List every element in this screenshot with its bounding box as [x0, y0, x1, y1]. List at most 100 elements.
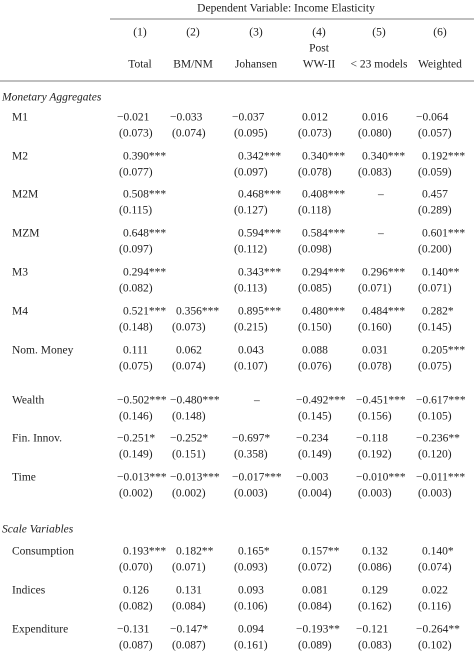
std-error: (0.105) — [418, 411, 452, 423]
std-error: (0.087) — [172, 640, 206, 652]
row-label: M4 — [12, 306, 28, 318]
estimate: −0.064 — [416, 112, 449, 124]
row-label: Fin. Innov. — [12, 433, 62, 445]
std-error: (0.074) — [172, 361, 206, 373]
estimate: −0.236** — [416, 433, 460, 445]
estimate: −0.480*** — [170, 395, 220, 407]
std-error: (0.107) — [234, 361, 268, 373]
estimate: 0.408*** — [302, 189, 345, 201]
std-error: (0.148) — [172, 411, 206, 423]
estimate: −0.697* — [232, 433, 270, 445]
column-name: WW-II — [303, 59, 336, 71]
column-name: Weighted — [418, 59, 462, 71]
column-number: (1) — [133, 27, 147, 39]
estimate: 0.895*** — [238, 306, 281, 318]
estimate: 0.294*** — [302, 267, 345, 279]
std-error: (0.113) — [234, 283, 267, 295]
estimate: 0.192*** — [422, 151, 465, 163]
estimate: 0.193*** — [123, 546, 166, 558]
estimate: 0.182** — [176, 546, 214, 558]
std-error: (0.148) — [119, 322, 153, 334]
estimate: −0.451*** — [356, 395, 406, 407]
estimate: 0.594*** — [238, 228, 281, 240]
estimate: 0.129 — [362, 585, 388, 597]
std-error: (0.085) — [298, 283, 332, 295]
column-number: (2) — [186, 27, 200, 39]
estimate: 0.484*** — [362, 306, 405, 318]
estimate: −0.252* — [170, 433, 208, 445]
std-error: (0.120) — [418, 449, 452, 461]
estimate: −0.131 — [117, 624, 150, 636]
std-error: (0.149) — [298, 449, 332, 461]
estimate: 0.356*** — [176, 306, 219, 318]
section-title: Scale Variables — [2, 524, 74, 536]
estimate: 0.022 — [422, 585, 448, 597]
std-error: (0.002) — [119, 488, 153, 500]
estimate: 0.140** — [422, 267, 460, 279]
estimate: 0.294*** — [123, 267, 166, 279]
table-title: Dependent Variable: Income Elasticity — [197, 3, 375, 15]
std-error: (0.146) — [119, 411, 153, 423]
estimate: 0.126 — [123, 585, 149, 597]
std-error: (0.150) — [298, 322, 332, 334]
std-error: (0.082) — [119, 601, 153, 613]
std-error: (0.200) — [418, 244, 452, 256]
estimate: −0.013*** — [170, 472, 220, 484]
std-error: (0.003) — [358, 488, 392, 500]
column-name: < 23 models — [351, 59, 408, 71]
std-error: (0.004) — [298, 488, 332, 500]
std-error: (0.077) — [119, 167, 153, 179]
row-label: Indices — [12, 585, 46, 597]
estimate: 0.111 — [123, 345, 148, 357]
std-error: (0.003) — [418, 488, 452, 500]
std-error: (0.160) — [358, 322, 392, 334]
std-error: (0.118) — [298, 205, 331, 217]
estimate: 0.521*** — [123, 306, 166, 318]
column-name: Post — [309, 43, 330, 55]
estimate: 0.508*** — [123, 189, 166, 201]
estimate: 0.340*** — [302, 151, 345, 163]
std-error: (0.156) — [358, 411, 392, 423]
std-error: (0.003) — [234, 488, 268, 500]
estimate: −0.251* — [117, 433, 155, 445]
std-error: (0.095) — [234, 128, 268, 140]
estimate: −0.617*** — [416, 395, 466, 407]
estimate: 0.343*** — [238, 267, 281, 279]
estimate: 0.031 — [362, 345, 388, 357]
row-label: M1 — [12, 112, 28, 124]
std-error: (0.073) — [119, 128, 153, 140]
estimate: 0.282* — [422, 306, 454, 318]
estimate: – — [377, 189, 384, 201]
std-error: (0.112) — [234, 244, 267, 256]
std-error: (0.070) — [119, 562, 153, 574]
estimate: −0.037 — [232, 112, 265, 124]
column-name: BM/NM — [173, 59, 213, 71]
estimate: 0.165* — [238, 546, 270, 558]
estimate: 0.584*** — [302, 228, 345, 240]
std-error: (0.161) — [234, 640, 268, 652]
estimate: 0.648*** — [123, 228, 166, 240]
estimate: −0.011*** — [416, 472, 465, 484]
std-error: (0.151) — [172, 449, 206, 461]
std-error: (0.074) — [418, 562, 452, 574]
std-error: (0.289) — [418, 205, 452, 217]
std-error: (0.215) — [234, 322, 268, 334]
std-error: (0.358) — [234, 449, 268, 461]
estimate: −0.502*** — [117, 395, 167, 407]
estimate: −0.021 — [117, 112, 150, 124]
row-label: Wealth — [12, 395, 45, 407]
estimate: 0.132 — [362, 546, 388, 558]
estimate: 0.468*** — [238, 189, 281, 201]
estimate: 0.342*** — [238, 151, 281, 163]
std-error: (0.145) — [298, 411, 332, 423]
row-label: Nom. Money — [12, 345, 74, 357]
estimate: −0.264** — [416, 624, 460, 636]
estimate: – — [377, 228, 384, 240]
estimate: −0.010*** — [356, 472, 406, 484]
estimate: −0.121 — [356, 624, 389, 636]
std-error: (0.084) — [172, 601, 206, 613]
row-label: M2M — [12, 189, 38, 201]
estimate: −0.147* — [170, 624, 208, 636]
